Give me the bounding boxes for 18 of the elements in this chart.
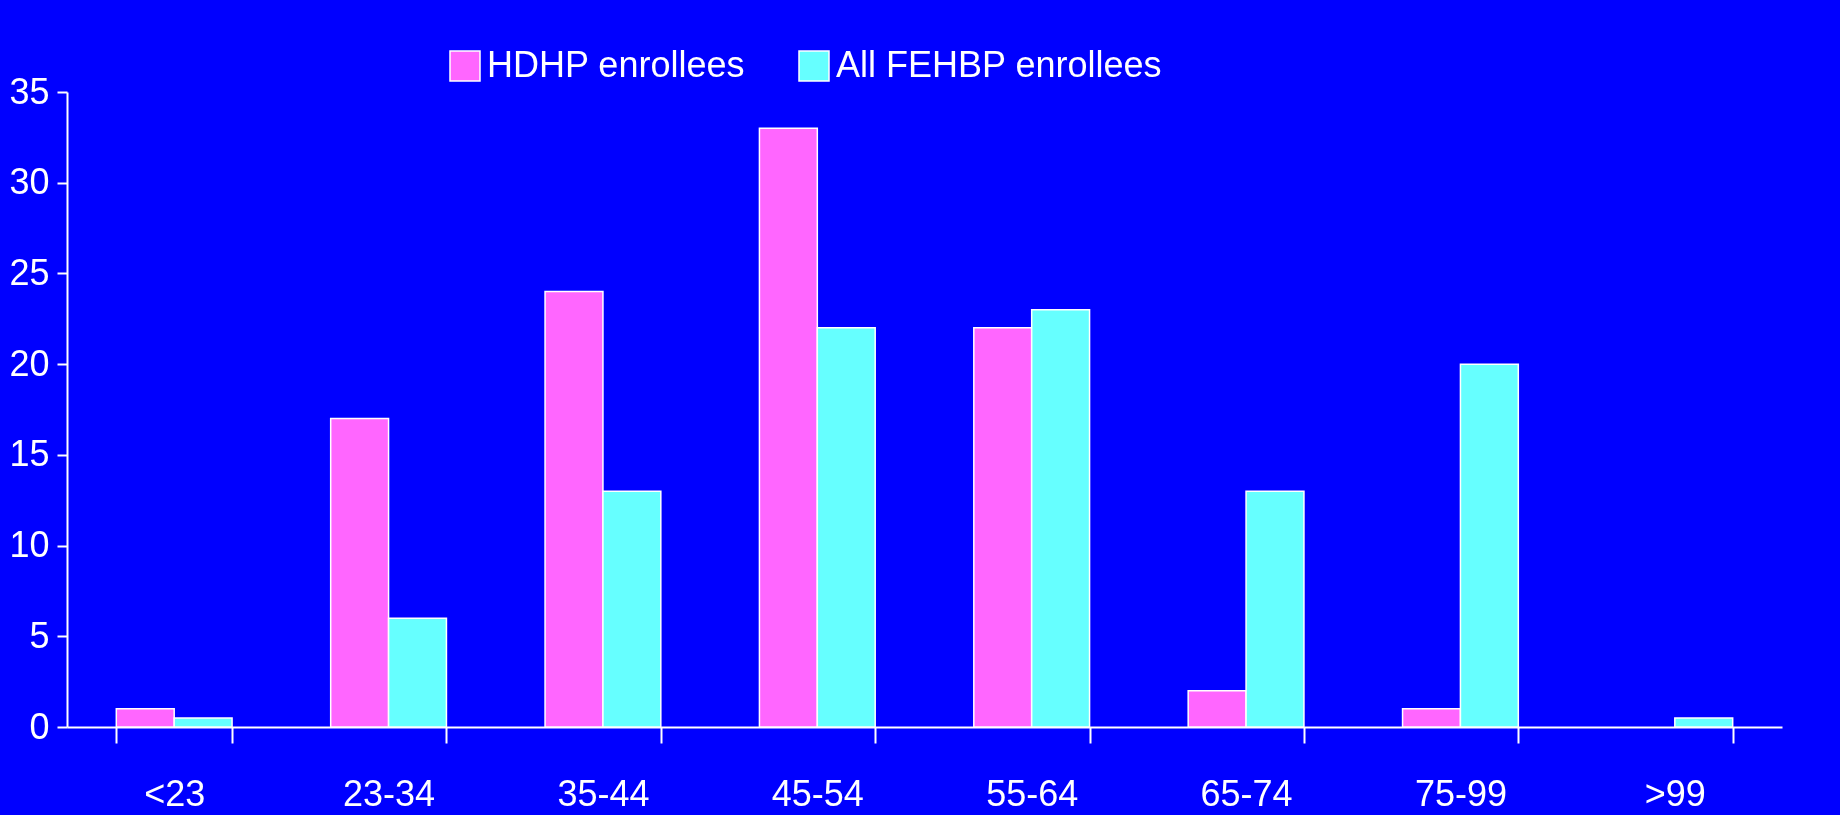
x-tick-label: <23 — [144, 772, 206, 814]
y-tick-label: 30 — [9, 161, 50, 203]
legend-label: HDHP enrollees — [487, 44, 745, 85]
y-tick-label: 25 — [9, 251, 50, 293]
y-tick-label: 15 — [9, 433, 50, 475]
y-tick-label: 0 — [29, 705, 50, 747]
x-tick-label: >99 — [1644, 772, 1706, 814]
legend-label: All FEHBP enrollees — [836, 44, 1162, 85]
y-tick-label: 20 — [9, 342, 50, 384]
x-tick-label: 75-99 — [1414, 772, 1507, 814]
y-tick-label: 10 — [9, 524, 50, 566]
x-tick-label: 65-74 — [1200, 772, 1293, 814]
x-tick-label: 45-54 — [771, 772, 864, 814]
y-tick-label: 35 — [9, 70, 50, 112]
x-tick-label: 23-34 — [343, 772, 436, 814]
y-tick-label: 5 — [29, 614, 50, 656]
x-tick-label: 35-44 — [557, 772, 650, 814]
x-tick-label: 55-64 — [986, 772, 1079, 814]
